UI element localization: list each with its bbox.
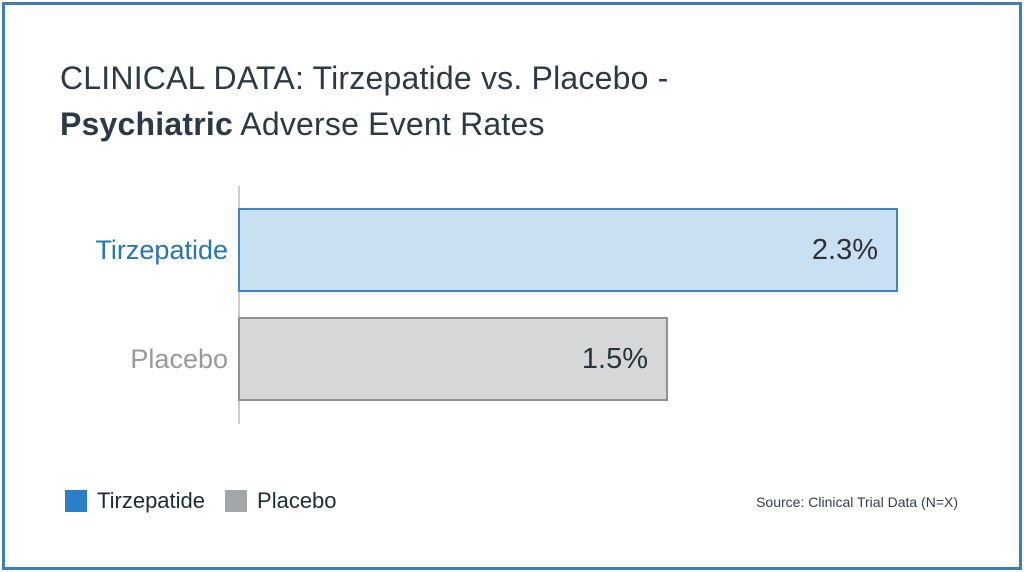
bar-placebo: 1.5% — [238, 317, 668, 401]
chart-title-line1: CLINICAL DATA: Tirzepatide vs. Placebo - — [60, 60, 669, 96]
legend-label: Tirzepatide — [97, 488, 206, 513]
chart-legend: Tirzepatide Placebo — [65, 488, 337, 514]
bar-chart: Tirzepatide 2.3% Placebo 1.5% — [5, 5, 1019, 567]
category-label-placebo: Placebo — [130, 343, 228, 374]
legend-item-tirzepatide: Tirzepatide — [65, 488, 205, 514]
legend-label: Placebo — [257, 488, 337, 513]
legend-item-placebo: Placebo — [225, 488, 337, 514]
bar-tirzepatide: 2.3% — [238, 208, 898, 292]
chart-title-line2-rest: Adverse Event Rates — [232, 106, 545, 142]
chart-title-line2-bold: Psychiatric — [60, 106, 233, 142]
chart-row: Tirzepatide 2.3% — [5, 208, 898, 292]
legend-swatch-icon — [225, 490, 248, 512]
source-note: Source: Clinical Trial Data (N=X) — [756, 494, 958, 510]
category-label-tirzepatide: Tirzepatide — [95, 234, 228, 265]
bar-value-label: 1.5% — [581, 342, 648, 375]
legend-swatch-icon — [65, 490, 87, 512]
chart-title: CLINICAL DATA: Tirzepatide vs. Placebo -… — [60, 55, 669, 147]
y-axis-line — [238, 186, 240, 424]
bar-value-label: 2.3% — [811, 233, 878, 266]
chart-rows: Tirzepatide 2.3% Placebo 1.5% — [5, 208, 898, 401]
chart-row: Placebo 1.5% — [5, 317, 898, 401]
